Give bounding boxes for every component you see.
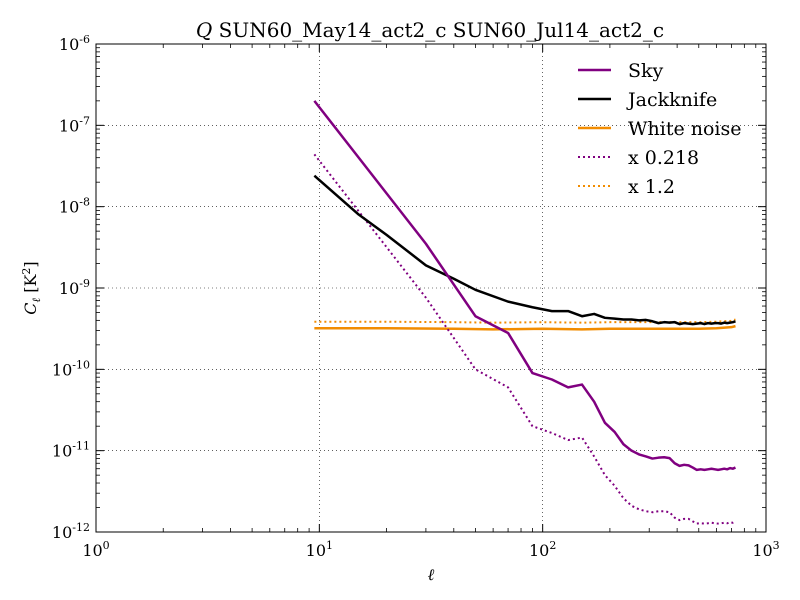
x-tick-label: 100 xyxy=(82,539,109,560)
x-axis-label: ℓ xyxy=(428,565,435,584)
legend-label-sky: Sky xyxy=(628,60,664,82)
series-line-sky xyxy=(313,100,736,472)
y-axis-ticks: 10-12 10-11 10-10 10-9 10-8 10-7 10-6 xyxy=(52,33,766,542)
grid-lines xyxy=(96,44,766,532)
y-tick-label: 10-10 xyxy=(52,358,90,379)
y-tick-label: 10-11 xyxy=(52,440,90,461)
y-tick-label: 10-12 xyxy=(52,521,90,542)
series-line-jackknife xyxy=(313,174,736,326)
x-tick-label: 102 xyxy=(529,539,556,560)
ylabel-unit-exp: 2 xyxy=(20,268,33,275)
legend-label-jackknife: Jackknife xyxy=(626,89,717,111)
y-tick-label: 10-7 xyxy=(59,114,90,135)
chart-title: Q SUN60_May14_act2_c SUN60_Jul14_act2_c xyxy=(196,18,664,42)
series-line-x-0-218 xyxy=(313,153,736,525)
ylabel-unit-close: ] xyxy=(21,261,40,267)
x-tick-label: 101 xyxy=(306,539,333,560)
title-prefix: Q xyxy=(196,18,212,42)
y-tick-label: 10-8 xyxy=(59,196,90,217)
series-line-x-1-2 xyxy=(314,318,736,324)
y-axis-label: Cℓ [K2] xyxy=(20,261,43,314)
x-tick-label: 103 xyxy=(752,539,779,560)
series-group xyxy=(313,100,736,525)
legend-label-x-0-218: x 0.218 xyxy=(628,147,699,169)
title-text: SUN60_May14_act2_c SUN60_Jul14_act2_c xyxy=(219,18,664,42)
ylabel-symbol: C xyxy=(21,302,40,314)
legend: Sky Jackknife White noise x 0.218 x 1.2 xyxy=(578,60,742,198)
y-tick-label: 10-6 xyxy=(59,33,90,54)
x-axis-ticks: 100 101 102 103 xyxy=(82,44,780,560)
legend-label-x-1-2: x 1.2 xyxy=(628,176,675,198)
ylabel-unit: [K xyxy=(21,274,40,293)
y-tick-label: 10-9 xyxy=(59,277,90,298)
ylabel-subscript: ℓ xyxy=(30,297,43,302)
series-line-white-noise xyxy=(314,324,736,331)
plot-frame xyxy=(95,43,767,533)
legend-label-white-noise: White noise xyxy=(628,118,742,140)
